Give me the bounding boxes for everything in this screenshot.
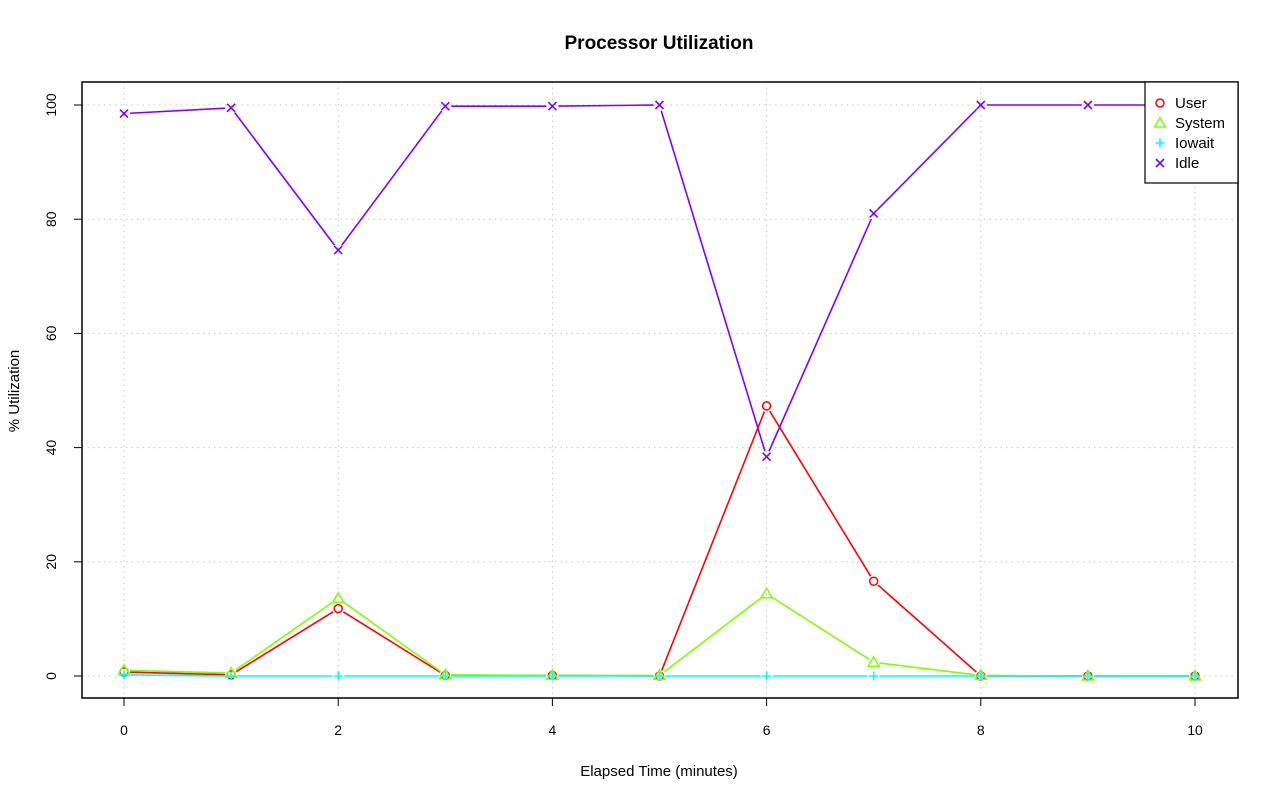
data-point-idle — [654, 100, 665, 110]
data-point-iowait — [655, 671, 664, 681]
series-segment-user — [660, 411, 766, 671]
data-point-iowait — [547, 671, 557, 681]
legend-marker-iowait — [1155, 138, 1165, 148]
series-segment-iowait — [129, 674, 226, 677]
series-segment-idle — [234, 112, 336, 246]
data-point-iowait — [119, 670, 129, 680]
x-axis: 0 2 4 6 8 10 — [120, 697, 1203, 738]
data-point-system — [759, 586, 774, 599]
series-segment-system — [663, 596, 763, 673]
x-axis-label: Elapsed Time (minutes) — [580, 763, 738, 780]
data-point-user — [868, 576, 879, 586]
series-segment-system — [129, 669, 226, 674]
data-point-user — [333, 603, 343, 614]
data-point-idle — [762, 452, 772, 462]
legend: User System Iowait Idle — [1144, 81, 1239, 184]
legend-label-user: User — [1175, 95, 1207, 112]
legend-marker-user — [1155, 98, 1165, 108]
data-point-iowait — [333, 671, 343, 681]
y-tick-label: 40 — [43, 440, 59, 456]
legend-label-idle: Idle — [1175, 155, 1199, 172]
y-tick-label: 80 — [43, 211, 59, 227]
series-segment-user — [129, 671, 226, 676]
y-tick-label: 20 — [43, 554, 59, 570]
series-segment-system — [342, 601, 441, 673]
legend-marker-idle — [1155, 158, 1165, 168]
series-idle — [119, 100, 1200, 462]
x-tick-label: 6 — [763, 722, 771, 738]
series-segment-idle — [877, 108, 978, 210]
x-tick-label: 4 — [549, 722, 557, 738]
series-segment-idle — [768, 218, 873, 452]
x-tick-label: 0 — [120, 722, 128, 738]
y-tick-label: 60 — [43, 325, 59, 341]
series-segment-idle — [558, 104, 654, 107]
series-iowait — [119, 670, 1200, 681]
series-segment-idle — [660, 110, 766, 452]
data-point-idle — [1083, 100, 1093, 110]
data-series — [117, 100, 1202, 681]
data-point-system — [866, 655, 881, 668]
data-point-iowait — [226, 671, 236, 681]
grid-lines — [82, 82, 1238, 698]
data-point-idle — [119, 108, 129, 119]
series-segment-system — [771, 596, 870, 660]
series-segment-idle — [341, 110, 443, 246]
series-segment-system — [879, 662, 975, 676]
data-point-idle — [333, 245, 343, 255]
data-point-iowait — [762, 671, 772, 681]
data-point-iowait — [976, 671, 986, 681]
series-segment-system — [235, 601, 334, 671]
x-tick-label: 2 — [334, 722, 342, 738]
data-point-idle — [440, 101, 450, 111]
data-point-system — [331, 591, 346, 604]
y-tick-label: 100 — [43, 93, 59, 117]
data-point-idle — [226, 103, 236, 113]
data-point-iowait — [440, 671, 450, 681]
y-axis-label: % Utilization — [6, 350, 23, 433]
series-segment-user — [342, 611, 441, 673]
data-point-idle — [869, 208, 879, 219]
data-point-idle — [976, 100, 986, 110]
data-point-iowait — [1083, 671, 1093, 681]
y-tick-label: 0 — [43, 672, 59, 680]
series-segment-user — [769, 410, 872, 577]
series-system — [117, 586, 1202, 681]
chart-title: Processor Utilization — [565, 33, 754, 54]
data-point-user — [761, 401, 772, 411]
legend-label-iowait: Iowait — [1175, 135, 1215, 152]
series-segment-user — [877, 584, 977, 673]
legend-label-system: System — [1175, 115, 1225, 132]
data-point-idle — [547, 101, 557, 111]
data-point-iowait — [869, 671, 879, 681]
data-point-iowait — [1190, 671, 1200, 681]
y-axis: 0 20 40 60 80 100 — [43, 93, 83, 680]
series-segment-user — [235, 611, 334, 673]
x-tick-label: 10 — [1187, 722, 1203, 738]
legend-marker-system — [1153, 116, 1167, 128]
plot-frame — [81, 81, 1239, 699]
series-segment-idle — [129, 107, 226, 115]
x-tick-label: 8 — [977, 722, 985, 738]
